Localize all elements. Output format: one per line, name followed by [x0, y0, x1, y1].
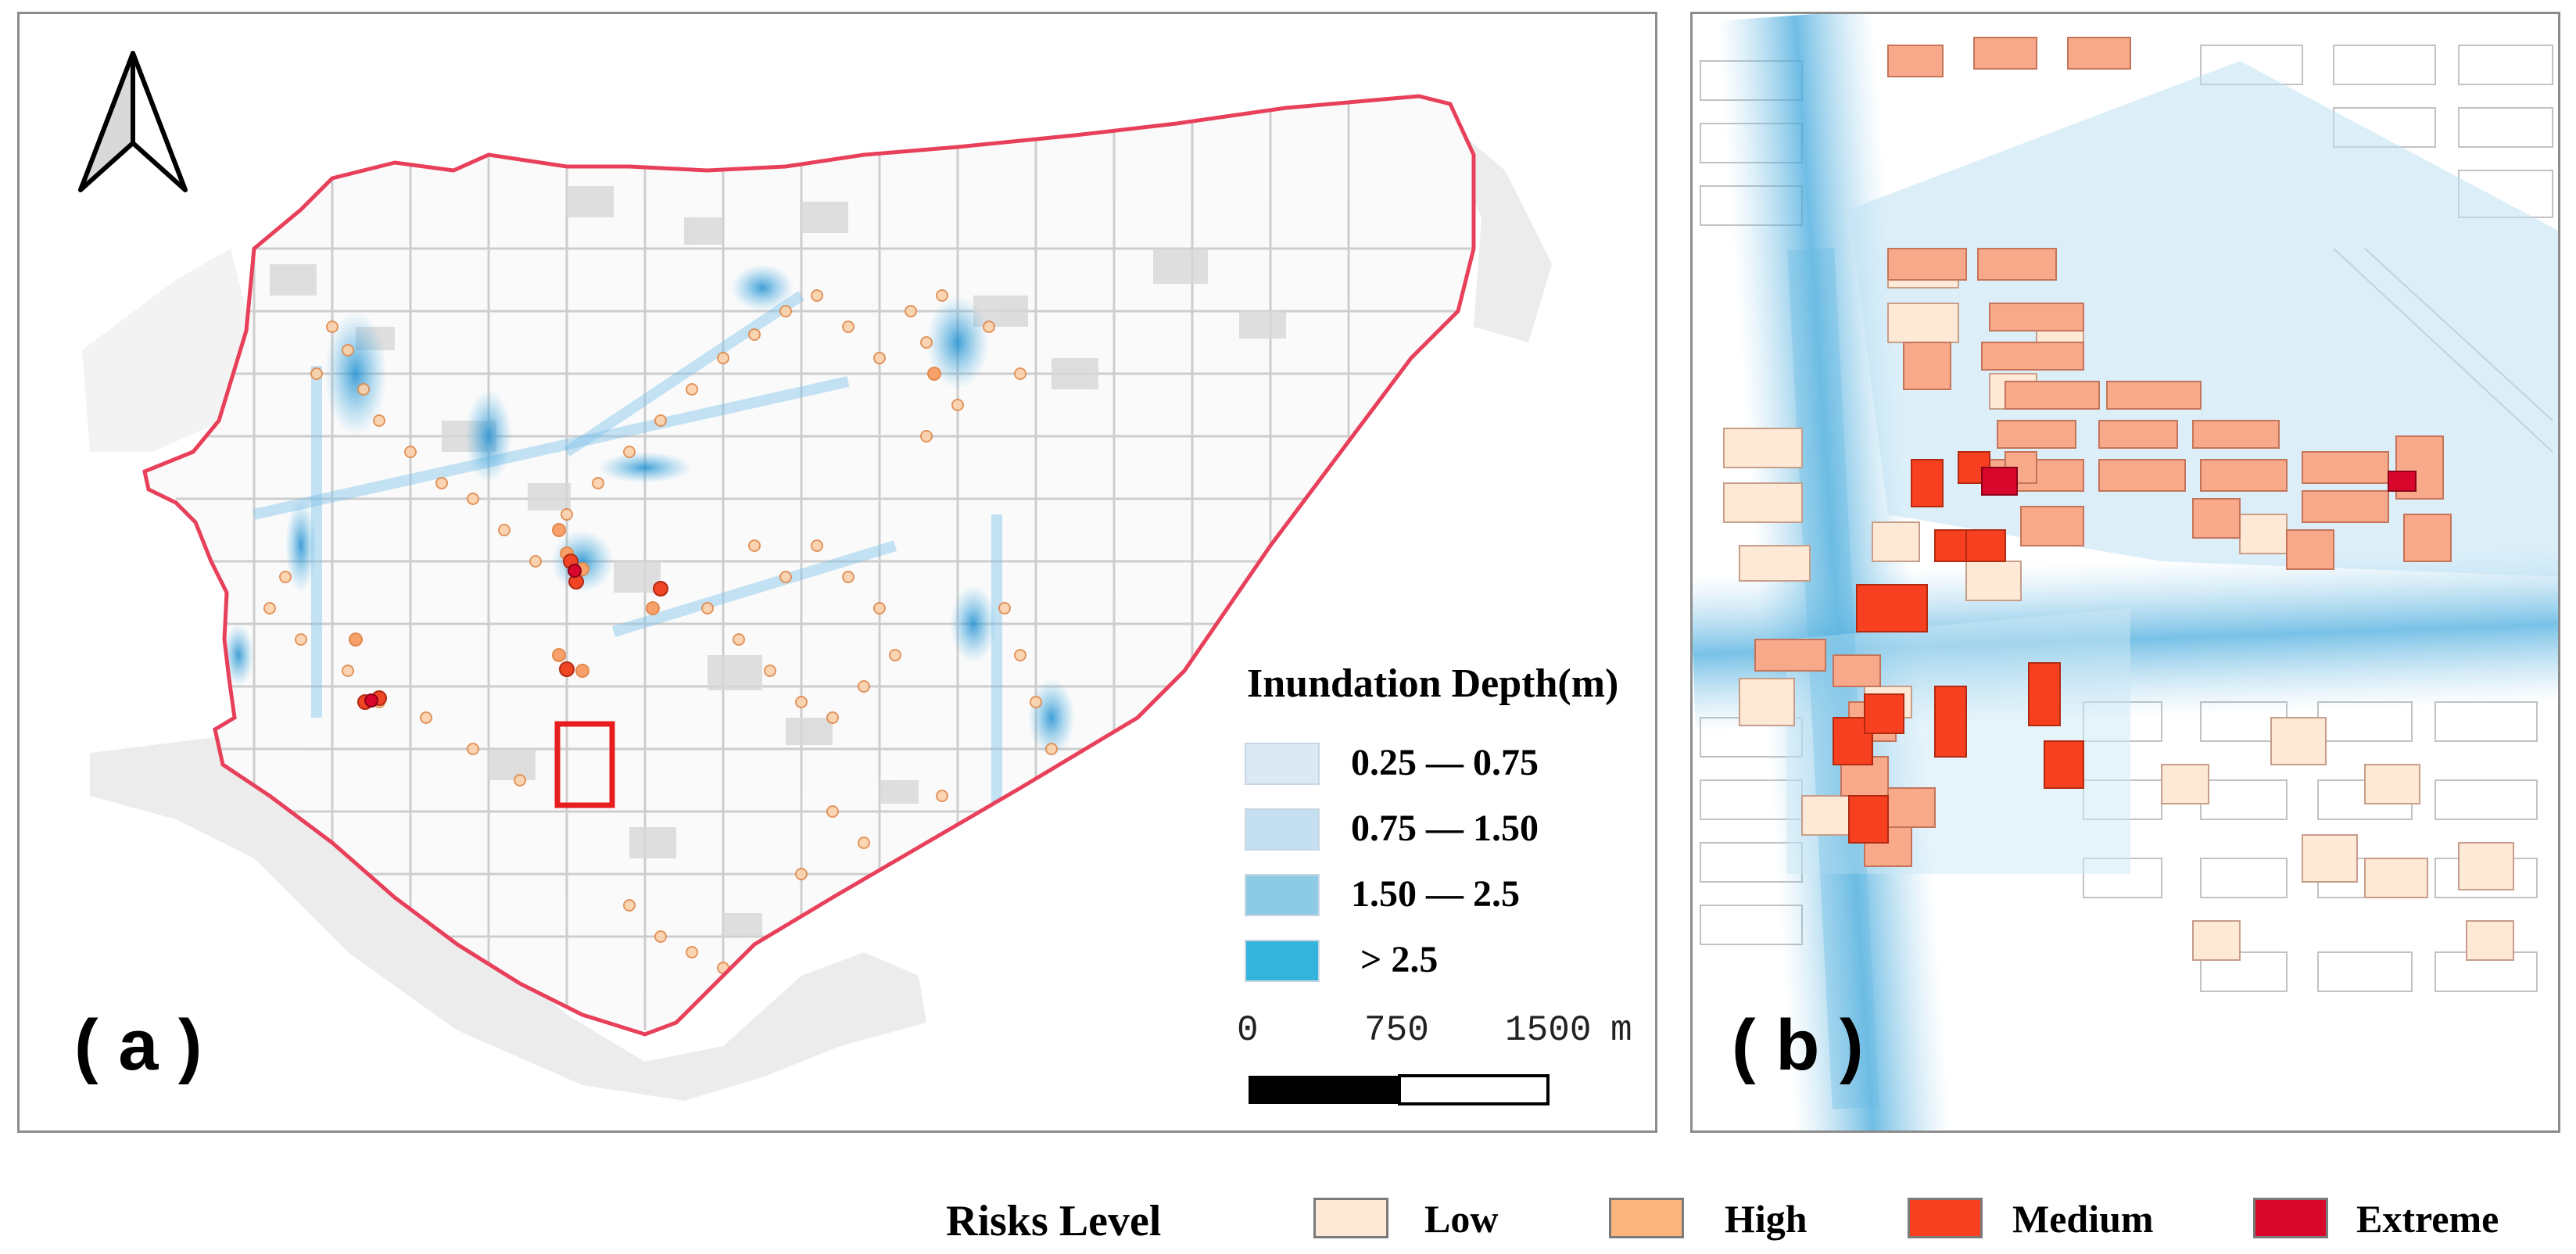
risk-label-high: High — [1725, 1197, 1807, 1241]
risk-label-low: Low — [1424, 1197, 1499, 1241]
inundation-label-1: 0.25 — 0.75 — [1351, 742, 1539, 783]
north-arrow-icon — [78, 51, 188, 192]
inundation-swatch-2 — [1245, 808, 1320, 851]
buildings-medium-risk — [1833, 451, 2084, 844]
study-area-highlight-box — [554, 721, 615, 808]
risk-swatch-high — [1609, 1198, 1684, 1238]
risk-swatch-low — [1313, 1198, 1388, 1238]
risk-label-medium: Medium — [2012, 1197, 2154, 1241]
inundation-blobs — [223, 264, 1075, 757]
panel-label-a: ( a ) — [74, 1005, 202, 1085]
detail-map-panel — [1690, 12, 2560, 1133]
risk-swatch-medium — [1908, 1198, 1983, 1238]
inundation-label-2: 0.75 — 1.50 — [1351, 808, 1539, 849]
city-boundary — [142, 94, 1476, 1037]
inundation-label-3: 1.50 — 2.5 — [1351, 873, 1520, 915]
risk-label-extreme: Extreme — [2356, 1197, 2499, 1241]
inundation-label-4: > 2.5 — [1360, 939, 1438, 980]
buildings-extreme-risk — [1981, 467, 2417, 496]
river-area — [90, 737, 926, 1101]
scale-unit: m — [1610, 1010, 1632, 1051]
scale-tick-1500: 1500 — [1505, 1010, 1592, 1051]
inundation-swatch-4 — [1245, 940, 1320, 982]
detail-map — [1693, 14, 2558, 1130]
risk-points — [263, 289, 1058, 974]
risk-legend-title: Risks Level — [946, 1197, 1162, 1245]
inundation-legend-title: Inundation Depth(m) — [1247, 661, 1619, 706]
scale-tick-750: 750 — [1364, 1010, 1429, 1051]
inundation-swatch-3 — [1245, 874, 1320, 916]
risk-swatch-extreme — [2253, 1198, 2328, 1238]
inundation-swatch-1 — [1245, 743, 1320, 785]
grey-land-left — [82, 249, 254, 452]
scale-bar — [1249, 1074, 1550, 1105]
scale-tick-0: 0 — [1237, 1010, 1259, 1051]
panel-label-b: ( b ) — [1732, 1005, 1864, 1085]
